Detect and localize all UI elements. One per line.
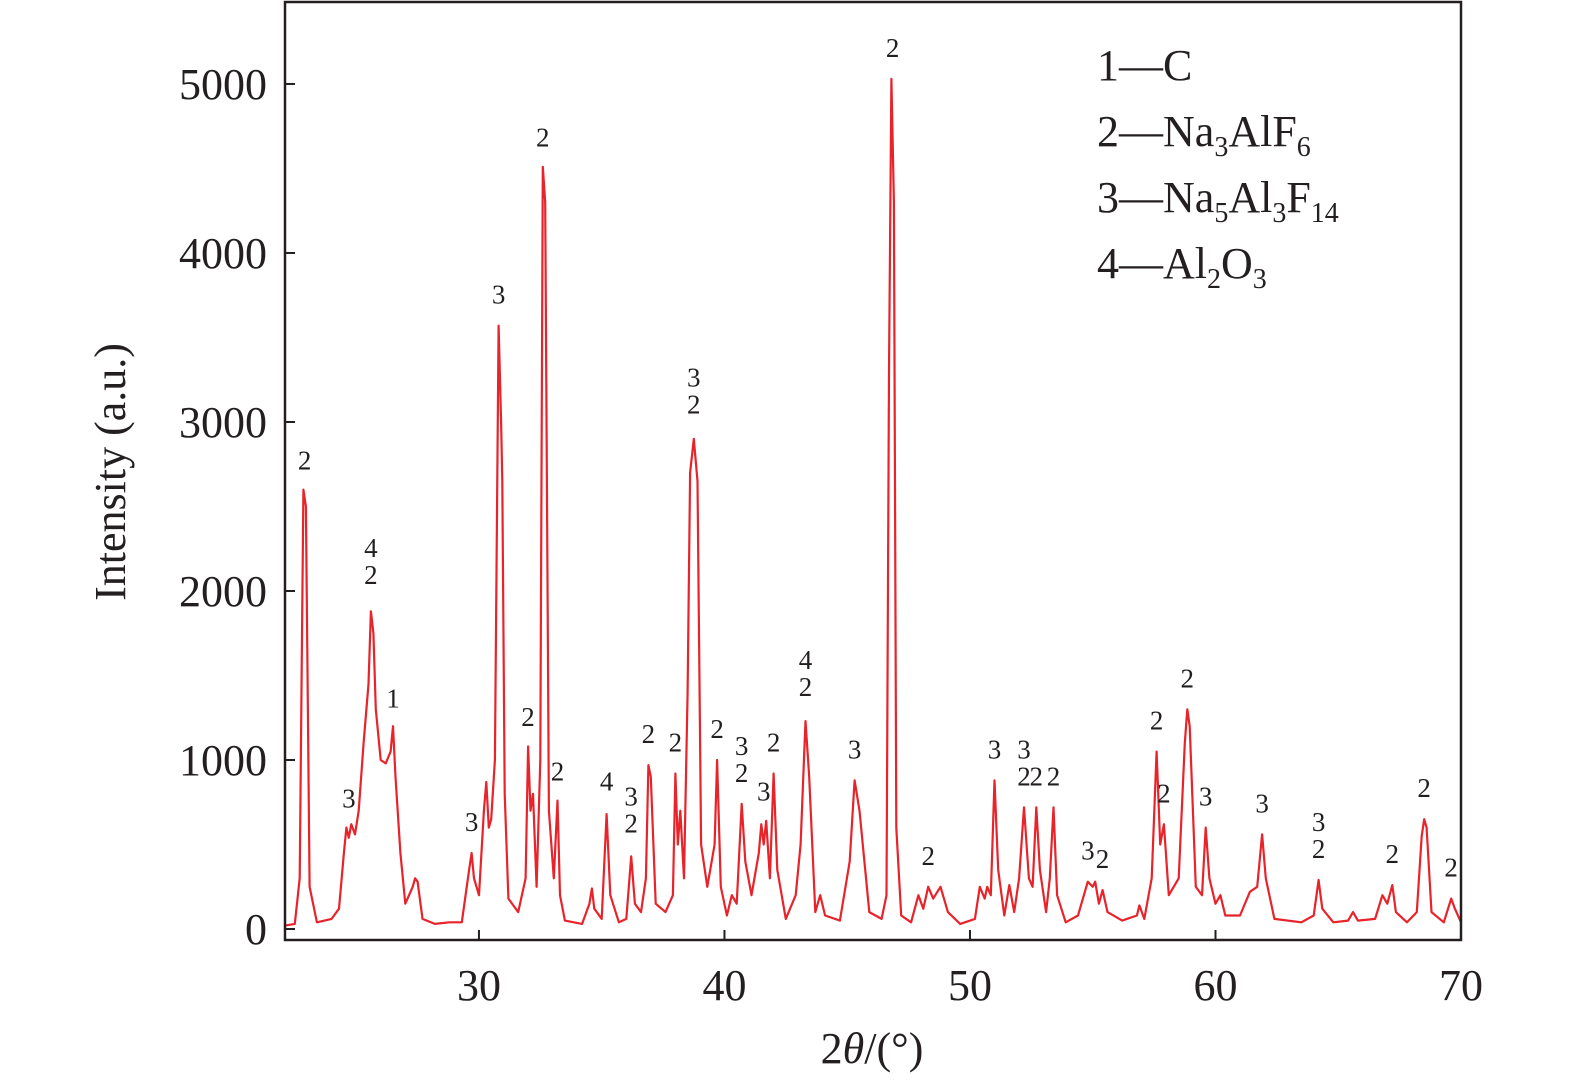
legend-entry: 3—Na5Al3F14 — [1097, 173, 1339, 229]
y-tick-label: 0 — [245, 905, 267, 954]
legend-text: AlF — [1228, 107, 1296, 156]
peak-label: 2 — [1150, 706, 1164, 736]
peak-label: 3 — [1255, 788, 1269, 818]
peak-label: 2 — [669, 728, 683, 758]
peak-label: 4 — [364, 533, 378, 563]
legend-entry: 4—Al2O3 — [1097, 239, 1267, 295]
peak-label: 2 — [1417, 773, 1431, 803]
peak-label: 2 — [642, 719, 656, 749]
legend-subscript: 5 — [1214, 198, 1228, 229]
peak-label: 3 — [757, 777, 771, 807]
y-tick-label: 1000 — [179, 736, 267, 785]
peak-label: 2 — [921, 841, 935, 871]
peak-label: 2 — [1157, 778, 1171, 808]
peak-label: 3 — [1312, 807, 1326, 837]
peak-label: 1 — [386, 684, 400, 714]
legend-text: 2—Na — [1097, 107, 1214, 156]
peak-label: 3 — [1081, 836, 1095, 866]
peak-label: 2 — [298, 445, 312, 475]
peak-label: 3 — [492, 280, 506, 310]
peak-label: 2 — [521, 702, 535, 732]
xrd-trace — [284, 77, 1463, 927]
legend-entry: 2—Na3AlF6 — [1097, 107, 1311, 163]
legend-subscript: 3 — [1272, 198, 1286, 229]
legend-text: Al — [1228, 173, 1272, 222]
peak-label: 3 — [848, 734, 862, 764]
legend-subscript: 2 — [1207, 264, 1221, 295]
x-tick-label: 50 — [948, 961, 992, 1010]
peak-label: 2 — [710, 714, 724, 744]
peak-label: 2 — [687, 390, 701, 420]
legend-text: 1—C — [1097, 41, 1192, 90]
peak-label: 3 — [1199, 782, 1213, 812]
legend-entry: 1—C — [1097, 41, 1192, 90]
y-tick-label: 4000 — [179, 229, 267, 278]
peak-label: 4 — [799, 645, 813, 675]
legend-text: 4—Al — [1097, 239, 1207, 288]
peak-label: 2 — [799, 672, 813, 702]
peak-label: 2 — [1096, 844, 1110, 874]
y-tick-label: 3000 — [179, 398, 267, 447]
x-tick-label: 70 — [1439, 961, 1483, 1010]
legend-text: O — [1221, 239, 1253, 288]
legend-subscript: 6 — [1297, 132, 1311, 163]
x-axis-label-part: /(°) — [864, 1024, 923, 1073]
peak-label: 2 — [735, 758, 749, 788]
peak-label: 2 — [1047, 761, 1061, 791]
x-axis-label-part: 2 — [821, 1024, 843, 1073]
peak-label: 3 — [342, 783, 356, 813]
peak-label: 2 — [364, 560, 378, 590]
peak-label: 3 — [687, 363, 701, 393]
peak-label: 2 — [1030, 761, 1044, 791]
x-tick-label: 30 — [457, 961, 501, 1010]
peak-label: 3 — [1017, 734, 1031, 764]
legend-subscript: 3 — [1214, 132, 1228, 163]
y-tick-label: 5000 — [179, 60, 267, 109]
x-axis-label-part: θ — [843, 1024, 865, 1073]
peak-label: 2 — [886, 33, 900, 63]
x-tick-label: 40 — [702, 961, 746, 1010]
peak-label: 2 — [767, 728, 781, 758]
y-tick-label: 2000 — [179, 567, 267, 616]
peak-label: 4 — [600, 766, 614, 796]
peak-label: 3 — [465, 807, 479, 837]
legend-text: F — [1286, 173, 1310, 222]
x-tick-label: 60 — [1193, 961, 1237, 1010]
x-axis-label: 2θ/(°) — [821, 1024, 924, 1073]
peak-label: 3 — [624, 782, 638, 812]
peak-label: 2 — [1312, 834, 1326, 864]
plot-frame — [283, 0, 1463, 942]
legend-text: 3—Na — [1097, 173, 1214, 222]
peak-label: 2 — [551, 756, 565, 786]
peak-label: 2 — [624, 809, 638, 839]
y-axis-label: Intensity (a.u.) — [86, 343, 135, 601]
legend-subscript: 3 — [1253, 264, 1267, 295]
peak-label: 2 — [1017, 761, 1031, 791]
peak-label: 3 — [735, 731, 749, 761]
legend-subscript: 14 — [1311, 198, 1339, 229]
peak-label: 2 — [1181, 663, 1195, 693]
peak-label: 2 — [1444, 853, 1458, 883]
peak-label: 2 — [1386, 839, 1400, 869]
peak-label: 2 — [536, 123, 550, 153]
peak-label: 3 — [988, 734, 1002, 764]
